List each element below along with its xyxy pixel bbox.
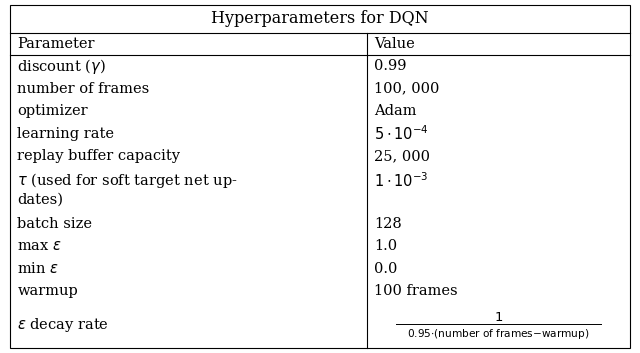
Text: Value: Value	[374, 37, 415, 51]
Text: 25, 000: 25, 000	[374, 149, 430, 163]
Text: learning rate: learning rate	[17, 127, 115, 141]
Text: $1$: $1$	[494, 311, 503, 324]
Text: warmup: warmup	[17, 285, 78, 298]
Text: 100 frames: 100 frames	[374, 285, 458, 298]
Text: Hyperparameters for DQN: Hyperparameters for DQN	[211, 10, 429, 28]
Text: $0.95{\cdot}(\mathrm{number\ of\ frames}{-}\mathrm{warmup})$: $0.95{\cdot}(\mathrm{number\ of\ frames}…	[407, 327, 589, 341]
Text: Adam: Adam	[374, 104, 417, 118]
Text: 100, 000: 100, 000	[374, 82, 440, 96]
Text: 1.0: 1.0	[374, 239, 397, 253]
Text: optimizer: optimizer	[17, 104, 88, 118]
Text: 0.99: 0.99	[374, 59, 407, 73]
Text: 0.0: 0.0	[374, 262, 397, 276]
Text: number of frames: number of frames	[17, 82, 150, 96]
Text: replay buffer capacity: replay buffer capacity	[17, 149, 180, 163]
Text: 128: 128	[374, 217, 402, 231]
Text: $\tau$ (used for soft target net up-: $\tau$ (used for soft target net up-	[17, 171, 238, 190]
Text: $5 \cdot 10^{-4}$: $5 \cdot 10^{-4}$	[374, 125, 429, 143]
Text: dates): dates)	[17, 193, 63, 207]
Text: $\epsilon$ decay rate: $\epsilon$ decay rate	[17, 316, 109, 334]
Text: discount ($\gamma$): discount ($\gamma$)	[17, 57, 106, 76]
Text: min $\epsilon$: min $\epsilon$	[17, 262, 60, 276]
Text: Parameter: Parameter	[17, 37, 95, 51]
Text: $1 \cdot 10^{-3}$: $1 \cdot 10^{-3}$	[374, 171, 429, 190]
Text: batch size: batch size	[17, 217, 92, 231]
Text: max $\epsilon$: max $\epsilon$	[17, 239, 62, 253]
